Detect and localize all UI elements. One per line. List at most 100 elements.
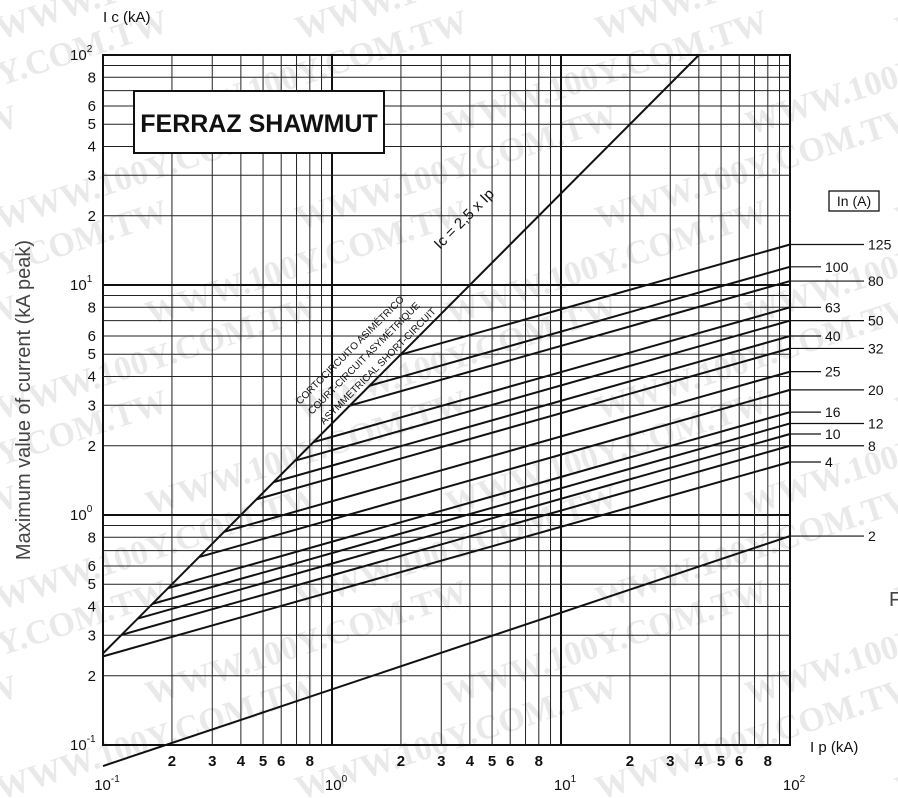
x-tick-label: 3 bbox=[666, 753, 674, 770]
y-tick-label: 2 bbox=[88, 668, 96, 685]
y-tick-label: 2 bbox=[88, 438, 96, 455]
y-tick-label: 8 bbox=[88, 299, 96, 316]
fuse-line-40 bbox=[273, 335, 791, 484]
y-tick-label: 5 bbox=[88, 346, 96, 363]
x-tick-decade-label: 100 bbox=[325, 774, 348, 794]
fuse-line-100 bbox=[369, 265, 791, 387]
brand-logo-text: FERRAZ SHAWMUT bbox=[140, 110, 377, 138]
series-label: 40 bbox=[825, 328, 841, 344]
x-tick-decade-label-base: 10 bbox=[94, 777, 111, 794]
y-tick-label: 2 bbox=[88, 208, 96, 225]
series-label: 12 bbox=[868, 415, 884, 431]
series-label: 63 bbox=[825, 299, 841, 315]
legend-title-box bbox=[828, 190, 880, 212]
x-tick-label: 6 bbox=[506, 753, 514, 770]
y-tick-decade-label: 10-1 bbox=[70, 734, 96, 754]
x-tick-label: 4 bbox=[237, 753, 246, 770]
watermark-text: WWW.100Y.COM.TW bbox=[891, 0, 898, 48]
fuse-line-10 bbox=[137, 433, 791, 620]
fuse-line-63 bbox=[313, 306, 791, 444]
y-tick-label: 8 bbox=[88, 69, 96, 86]
x-tick-label: 4 bbox=[466, 753, 475, 770]
x-tick-label: 3 bbox=[437, 753, 445, 770]
x-tick-decade-label-exp: 2 bbox=[800, 774, 806, 785]
x-tick-label: 8 bbox=[306, 753, 314, 770]
fuse-line-25 bbox=[223, 370, 791, 533]
fuse-line-4 bbox=[102, 461, 791, 658]
x-tick-label: 5 bbox=[259, 753, 267, 770]
y-tick-decade-label-exp: 2 bbox=[87, 44, 93, 55]
y-axis-label: Maximum value of current (kA peak) bbox=[13, 240, 35, 560]
x-tick-decade-label-exp: -1 bbox=[111, 774, 120, 785]
y-tick-label: 5 bbox=[88, 116, 96, 133]
series-label: 32 bbox=[868, 340, 884, 356]
series-label: 20 bbox=[868, 382, 884, 398]
x-tick-decade-label-base: 10 bbox=[783, 777, 800, 794]
chart-series bbox=[102, 54, 791, 767]
series-label: 80 bbox=[868, 273, 884, 289]
y-tick-decade-label-base: 10 bbox=[70, 507, 87, 524]
x-tick-decade-label-base: 10 bbox=[325, 777, 342, 794]
y-tick-decade-label: 101 bbox=[70, 274, 93, 294]
y-tick-label: 4 bbox=[88, 369, 96, 386]
y-tick-label: 4 bbox=[88, 599, 96, 616]
x-tick-label: 3 bbox=[208, 753, 216, 770]
x-tick-decade-label-exp: 0 bbox=[342, 774, 348, 785]
x-tick-label: 2 bbox=[397, 753, 405, 770]
right-edge-fragment: F bbox=[889, 589, 898, 611]
series-label: 4 bbox=[825, 454, 833, 470]
y-tick-label: 6 bbox=[88, 328, 96, 345]
x-tick-decade-label-base: 10 bbox=[554, 777, 571, 794]
x-tick-decade-label: 10-1 bbox=[94, 774, 120, 794]
x-tick-label: 4 bbox=[695, 753, 704, 770]
x-tick-decade-label: 102 bbox=[783, 774, 806, 794]
y-tick-decade-label-base: 10 bbox=[70, 737, 87, 754]
fuse-line-32 bbox=[256, 347, 791, 501]
y-tick-decade-label-exp: -1 bbox=[87, 734, 96, 745]
y-tick-label: 3 bbox=[88, 167, 96, 184]
x-tick-label: 8 bbox=[764, 753, 772, 770]
y-tick-decade-label: 102 bbox=[70, 44, 93, 64]
fuse-line-2 bbox=[102, 535, 791, 767]
series-label: 25 bbox=[825, 364, 841, 380]
y-tick-label: 6 bbox=[88, 98, 96, 115]
series-label: 8 bbox=[868, 438, 876, 454]
plot-frame bbox=[102, 54, 791, 746]
y-tick-decade-label: 100 bbox=[70, 504, 93, 524]
x-tick-decade-label-exp: 1 bbox=[571, 774, 577, 785]
x-tick-label: 5 bbox=[717, 753, 725, 770]
y-tick-label: 4 bbox=[88, 139, 96, 156]
y-tick-label: 3 bbox=[88, 397, 96, 414]
fuse-line-80 bbox=[349, 280, 791, 407]
x-tick-label: 8 bbox=[535, 753, 543, 770]
limit-line bbox=[102, 54, 700, 655]
y-tick-label: 3 bbox=[88, 627, 96, 644]
y-tick-label: 5 bbox=[88, 576, 96, 593]
x-tick-decade-label: 101 bbox=[554, 774, 577, 794]
series-label: 100 bbox=[825, 259, 849, 275]
y-tick-decade-label-exp: 1 bbox=[87, 274, 93, 285]
series-label: 50 bbox=[868, 313, 884, 329]
series-label: 125 bbox=[868, 236, 892, 252]
series-label: 16 bbox=[825, 404, 841, 420]
fuse-line-12 bbox=[152, 422, 791, 605]
x-tick-label: 6 bbox=[735, 753, 743, 770]
y-tick-label: 6 bbox=[88, 558, 96, 575]
x-tick-label: 2 bbox=[626, 753, 634, 770]
x-tick-label: 6 bbox=[277, 753, 285, 770]
y-tick-decade-label-base: 10 bbox=[70, 47, 87, 64]
fuse-line-16 bbox=[167, 411, 791, 590]
x-tick-label: 2 bbox=[168, 753, 176, 770]
fuse-line-125 bbox=[400, 243, 791, 356]
x-axis-title: I p (kA) bbox=[810, 739, 858, 756]
y-tick-decade-label-exp: 0 bbox=[87, 504, 93, 515]
x-tick-label: 5 bbox=[488, 753, 496, 770]
y-tick-decade-label-base: 10 bbox=[70, 277, 87, 294]
y-tick-label: 8 bbox=[88, 529, 96, 546]
fuse-line-20 bbox=[198, 388, 791, 559]
brand-box bbox=[133, 90, 385, 154]
series-label: 2 bbox=[868, 528, 876, 544]
fuse-line-50 bbox=[294, 319, 791, 462]
series-label: 10 bbox=[825, 426, 841, 442]
